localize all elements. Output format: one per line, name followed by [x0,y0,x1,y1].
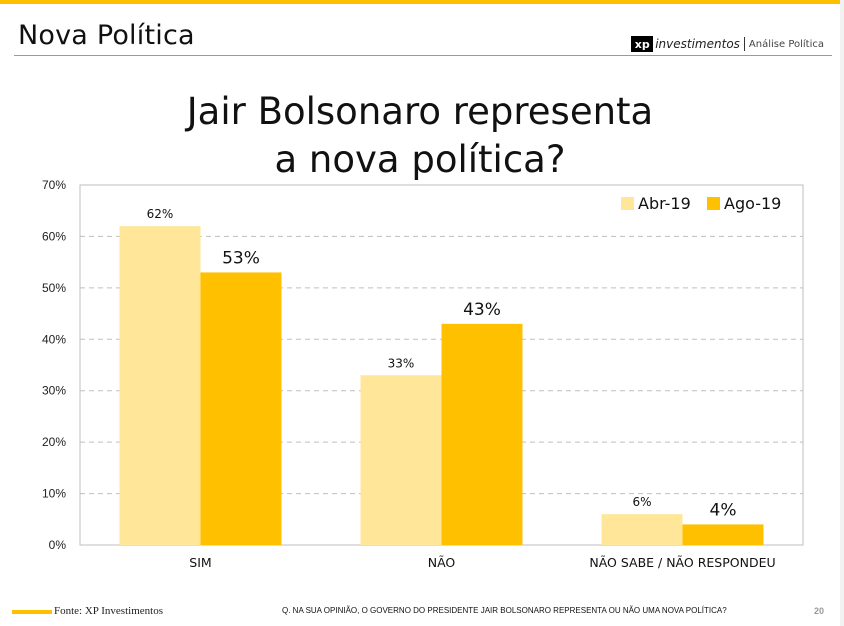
y-tick-label: 10% [42,487,66,501]
legend-label: Abr-19 [638,194,691,213]
page-title: Nova Política [18,20,195,51]
footer-accent-line [12,610,52,614]
legend-swatch [621,197,634,210]
y-tick-label: 50% [42,281,66,295]
bar-abr-19 [119,226,201,545]
bar-ago-19 [682,524,764,545]
y-tick-label: 20% [42,435,66,449]
footer-question: Q. NA SUA OPINIÃO, O GOVERNO DO PRESIDEN… [282,606,727,615]
bar-ago-19 [441,323,523,545]
brand-logo: xp investimentos Análise Política [631,36,824,52]
y-tick-label: 70% [42,178,66,192]
brand-name: investimentos [655,37,740,51]
bar-abr-19 [360,375,442,545]
data-label: 4% [710,500,737,520]
brand-separator [743,37,745,51]
page-number: 20 [814,606,825,616]
bar-ago-19 [200,272,282,545]
brand-section: Análise Política [748,38,824,50]
y-tick-label: 0% [49,538,67,552]
chart-title: Jair Bolsonaro representa a nova polític… [160,88,680,184]
legend-label: Ago-19 [724,194,781,213]
data-label: 53% [222,248,260,268]
footer-source: Fonte: XP Investimentos [54,605,163,617]
x-category-label: NÃO [428,555,456,570]
y-tick-label: 30% [42,384,66,398]
top-accent-bar [0,0,844,4]
x-category-label: SIM [189,555,211,570]
right-edge-shadow [840,0,844,626]
y-tick-label: 40% [42,332,66,346]
data-label: 6% [632,495,651,509]
chart-title-line-2: a nova política? [274,138,566,181]
x-category-label: NÃO SABE / NÃO RESPONDEU [589,555,775,570]
data-label: 43% [463,300,501,320]
data-label: 33% [388,356,415,370]
data-label: 62% [147,207,174,221]
chart-title-line-1: Jair Bolsonaro representa [186,90,654,133]
header-divider [14,55,832,56]
y-tick-label: 60% [42,229,66,243]
legend-swatch [707,197,720,210]
xp-logo-icon: xp [631,36,654,52]
bar-abr-19 [601,514,683,545]
